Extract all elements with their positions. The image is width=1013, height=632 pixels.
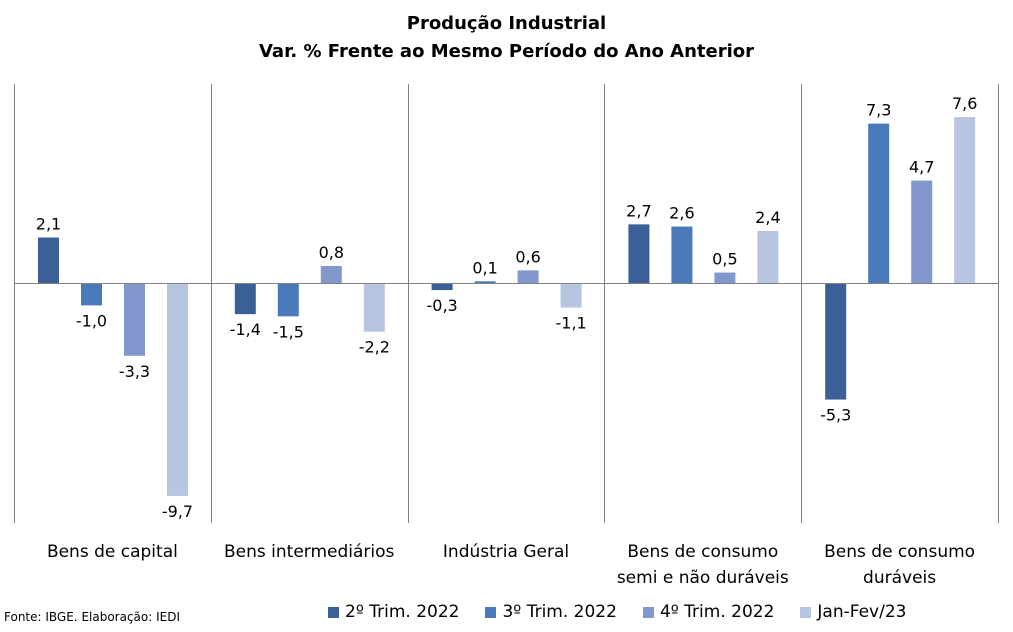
bar-chart: 2,1 -1,0 -3,3 -9,7 Bens de capital -1,4 -1,5 0,…: [14, 84, 999, 588]
legend-item-q3-2022: 3º Trim. 2022: [485, 602, 617, 622]
legend-swatch: [800, 606, 812, 618]
data-label: -9,7: [162, 502, 193, 521]
data-label: -2,2: [359, 338, 390, 357]
bar: [363, 283, 385, 332]
category-label: Indústria Geral: [443, 542, 569, 562]
legend-label: 4º Trim. 2022: [659, 602, 775, 622]
legend-swatch: [485, 606, 497, 618]
data-label: 4,7: [909, 158, 934, 177]
source-note: Fonte: IBGE. Elaboração: IEDI: [4, 610, 181, 624]
data-label: 2,1: [36, 215, 61, 234]
bar: [628, 224, 650, 284]
legend-item-q4-2022: 4º Trim. 2022: [642, 602, 775, 622]
data-label: 0,6: [515, 247, 540, 266]
category-label: Bens de capital: [47, 542, 178, 562]
bar: [757, 230, 779, 284]
bar: [560, 283, 582, 308]
bar: [38, 237, 59, 284]
category-label: semi e não duráveis: [617, 568, 789, 588]
bar: [825, 283, 847, 400]
bar: [954, 117, 976, 284]
data-label: 0,8: [319, 243, 344, 262]
legend-item-jan-fev-23: Jan-Fev/23: [800, 602, 906, 622]
category-label: Bens de consumo: [627, 542, 778, 562]
legend-label: 3º Trim. 2022: [502, 602, 617, 622]
bar: [81, 283, 102, 306]
bar: [911, 180, 933, 284]
data-label: -1,5: [273, 322, 304, 341]
bar: [868, 123, 890, 284]
data-label: 7,3: [866, 101, 891, 120]
bar: [234, 283, 256, 315]
legend-item-q2-2022: 2º Trim. 2022: [328, 602, 459, 622]
bar: [277, 283, 299, 317]
data-label: 2,7: [626, 201, 651, 220]
data-label: -0,3: [426, 296, 457, 315]
legend: 2º Trim. 2022 3º Trim. 2022 4º Trim. 202…: [328, 602, 906, 622]
bar: [431, 283, 453, 291]
bar: [167, 283, 188, 496]
bar: [474, 281, 496, 284]
data-label: -5,3: [820, 406, 851, 425]
chart-title: Produção Industrial: [406, 13, 607, 34]
data-label: 2,6: [669, 204, 694, 223]
bar: [124, 283, 145, 356]
legend-swatch: [328, 606, 339, 618]
data-label: -1,4: [230, 320, 261, 339]
bar: [517, 270, 539, 284]
chart-subtitle: Var. % Frente ao Mesmo Período do Ano An…: [258, 41, 754, 62]
data-label: 0,5: [712, 250, 737, 269]
category-label: duráveis: [863, 568, 936, 588]
legend-swatch: [642, 606, 654, 618]
data-label: 7,6: [952, 94, 977, 113]
category-label: Bens de consumo: [824, 542, 975, 562]
bar: [714, 272, 736, 284]
data-label: -3,3: [119, 362, 150, 381]
data-label: -1,0: [76, 311, 107, 330]
data-label: -1,1: [555, 314, 586, 333]
legend-label: Jan-Fev/23: [817, 602, 907, 622]
bar: [320, 265, 342, 284]
data-label: 0,1: [472, 258, 497, 277]
legend-label: 2º Trim. 2022: [345, 602, 460, 622]
data-label: 2,4: [755, 208, 780, 227]
bar: [671, 226, 693, 284]
category-label: Bens intermediários: [224, 542, 395, 562]
